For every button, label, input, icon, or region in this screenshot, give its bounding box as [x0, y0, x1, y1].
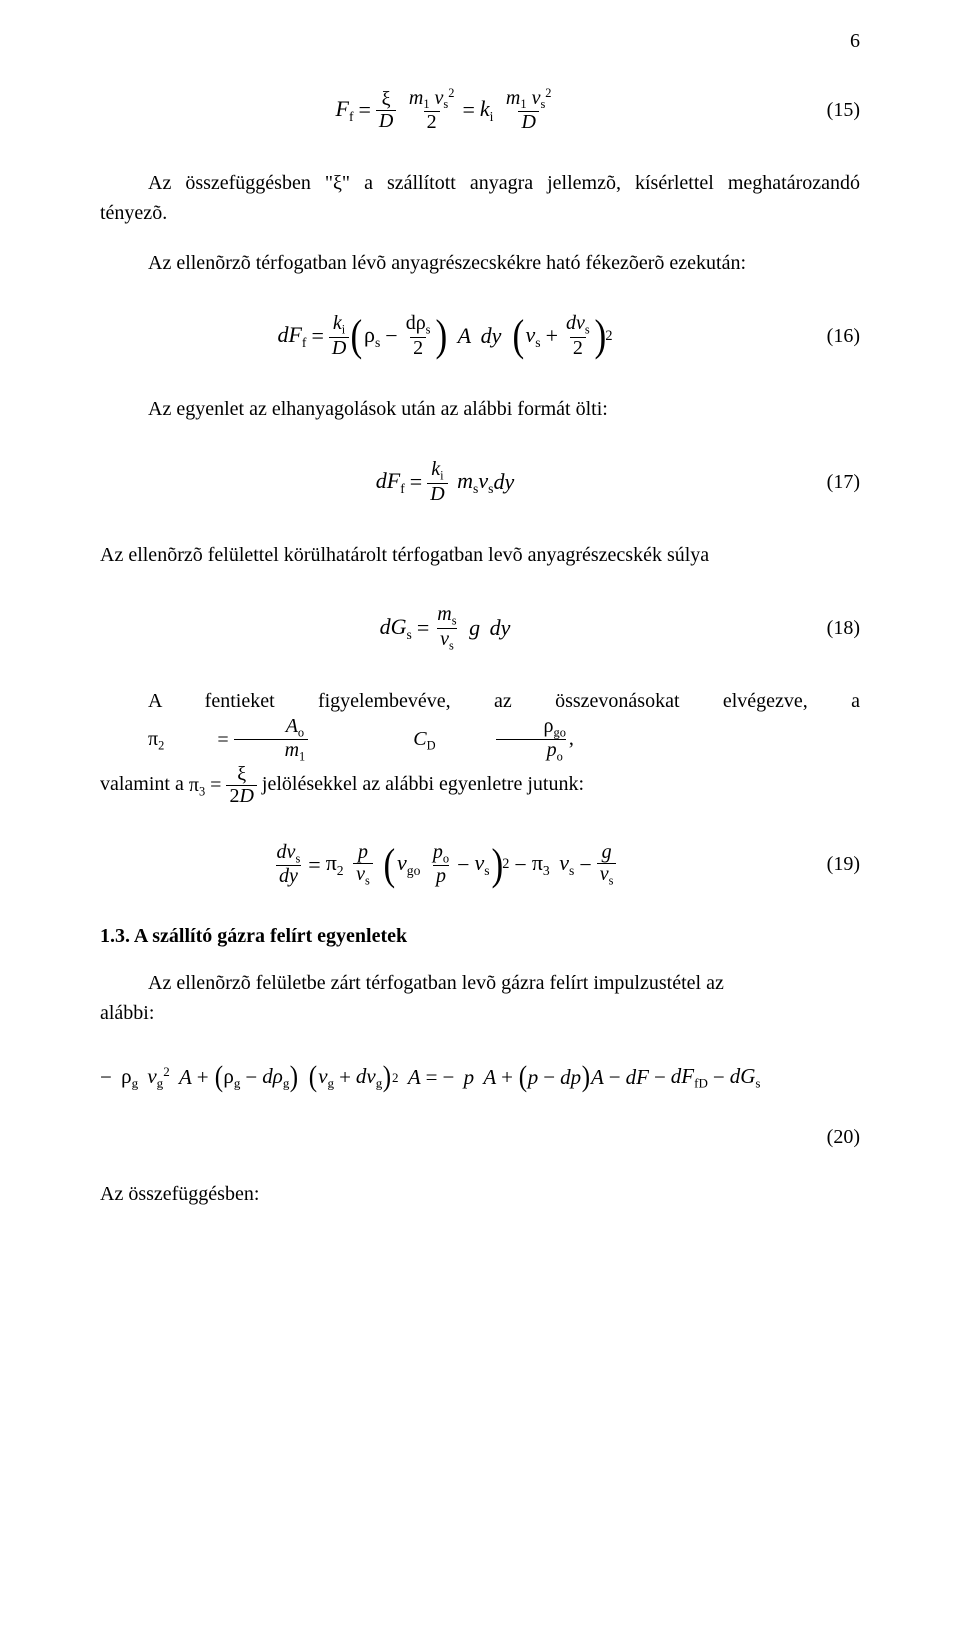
- equation-15: Ff = ξ D m1 vs2 2 = ki: [100, 80, 860, 140]
- eq-number: (19): [790, 853, 860, 876]
- equation-17: dFf = ki D ms vs dy (17): [100, 452, 860, 512]
- equation-19: dvs dy = π2 p vs ( vgo po p: [100, 835, 860, 895]
- paragraph-5: A fentieket figyelembevéve, az összevoná…: [100, 686, 860, 807]
- eq-number: (18): [790, 617, 860, 640]
- equation-16: dFf = ki D ( ρs − dρs 2 ) A: [100, 306, 860, 366]
- eq-number: (20): [100, 1126, 860, 1149]
- paragraph-6: Az ellenõrzõ felületbe zárt térfogatban …: [100, 968, 860, 1028]
- page-number: 6: [850, 30, 860, 53]
- paragraph-1: Az összefüggésben "ξ" a szállított anyag…: [100, 168, 860, 228]
- paper-page: 6 Ff = ξ D m1 vs2 2 = ki: [0, 0, 960, 1625]
- paragraph-3: Az egyenlet az elhanyagolások után az al…: [100, 394, 860, 424]
- paragraph-2: Az ellenõrzõ térfogatban lévõ anyagrésze…: [100, 248, 860, 278]
- equation-20: − ρg vg2 A + ( ρg − dρg ) ( vg + dvg ) 2: [100, 1048, 860, 1108]
- section-heading-1-3: 1.3. A szállító gázra felírt egyenletek: [100, 925, 860, 948]
- eq-number: (17): [790, 471, 860, 494]
- equation-18: dGs = ms vs g dy (18): [100, 598, 860, 658]
- eq-number: (15): [790, 99, 860, 122]
- eq-number: (16): [790, 325, 860, 348]
- paragraph-7: Az összefüggésben:: [100, 1179, 860, 1209]
- paragraph-4: Az ellenõrzõ felülettel körülhatárolt té…: [100, 540, 860, 570]
